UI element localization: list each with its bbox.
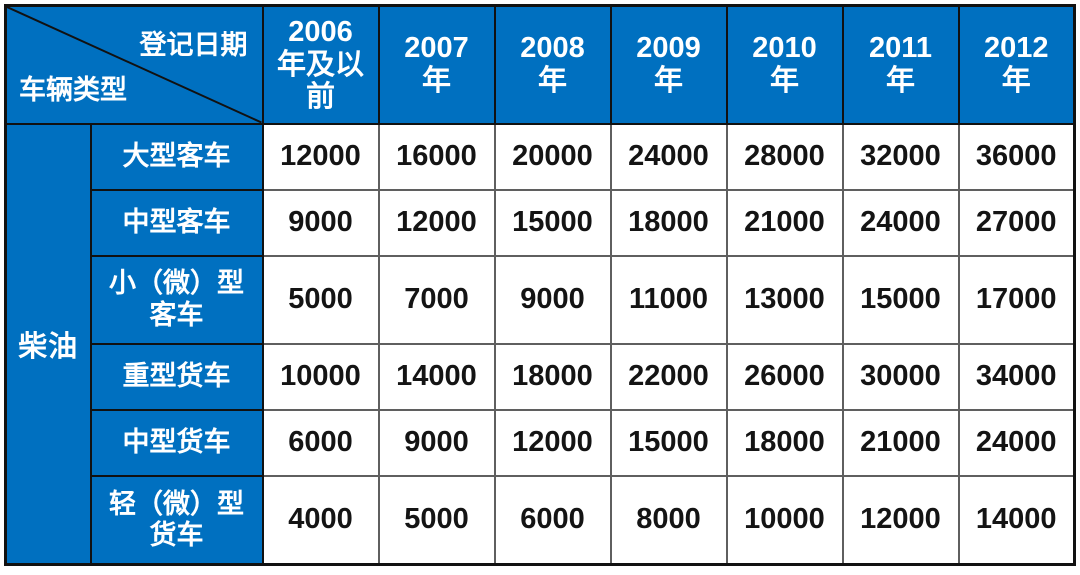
header-row: 登记日期 车辆类型 2006 年及以 前 2007 年 2008 年 2009 年 20…: [4, 4, 1076, 125]
value-cell: 6000: [261, 408, 380, 477]
value-cell: 12000: [377, 188, 496, 257]
value-cell: 12000: [493, 408, 612, 477]
value-cell: 8000: [609, 474, 728, 566]
value-cell: 12000: [261, 122, 380, 191]
value-cell: 21000: [725, 188, 844, 257]
value-cell: 30000: [841, 342, 960, 411]
value-cell: 9000: [377, 408, 496, 477]
value-cell: 15000: [493, 188, 612, 257]
vehicle-type-cell: 小（微）型 客车: [89, 254, 264, 345]
value-cell: 12000: [841, 474, 960, 566]
table-row: 中型客车 9000 12000 15000 18000 21000 24000 27000: [6, 188, 1076, 257]
value-cell: 14000: [377, 342, 496, 411]
year-column-header: 2008 年: [493, 4, 612, 125]
table-row: 重型货车 10000 14000 18000 22000 26000 30000 34000: [6, 342, 1076, 411]
fuel-group-cell: 柴油: [4, 122, 92, 566]
vehicle-type-cell: 中型客车: [89, 188, 264, 257]
value-cell: 18000: [493, 342, 612, 411]
value-cell: 13000: [725, 254, 844, 345]
registration-date-axis-label: 登记日期: [139, 30, 248, 60]
year-column-header: 2007 年: [377, 4, 496, 125]
vehicle-type-cell: 中型货车: [89, 408, 264, 477]
value-cell: 10000: [261, 342, 380, 411]
vehicle-type-cell: 重型货车: [89, 342, 264, 411]
value-cell: 18000: [725, 408, 844, 477]
value-cell: 6000: [493, 474, 612, 566]
year-column-header: 2012 年: [957, 4, 1076, 125]
value-cell: 17000: [957, 254, 1076, 345]
value-cell: 16000: [377, 122, 496, 191]
table-body: 柴油 大型客车 12000 16000 20000 24000 28000 32000 3600…: [4, 122, 1076, 566]
table-row: 中型货车 6000 9000 12000 15000 18000 21000 24000: [6, 408, 1076, 477]
value-cell: 18000: [609, 188, 728, 257]
value-cell: 24000: [841, 188, 960, 257]
value-cell: 4000: [261, 474, 380, 566]
value-cell: 7000: [377, 254, 496, 345]
value-cell: 15000: [841, 254, 960, 345]
value-cell: 15000: [609, 408, 728, 477]
value-cell: 14000: [957, 474, 1076, 566]
year-column-header: 2010 年: [725, 4, 844, 125]
value-cell: 11000: [609, 254, 728, 345]
value-cell: 9000: [261, 188, 380, 257]
value-cell: 24000: [957, 408, 1076, 477]
value-cell: 10000: [725, 474, 844, 566]
value-cell: 20000: [493, 122, 612, 191]
year-column-header: 2009 年: [609, 4, 728, 125]
vehicle-type-cell: 大型客车: [89, 122, 264, 191]
table-row: 柴油 大型客车 12000 16000 20000 24000 28000 32000 3600…: [4, 122, 1076, 566]
value-cell: 5000: [377, 474, 496, 566]
diagonal-header-cell: 登记日期 车辆类型: [4, 4, 264, 125]
table-row: 轻（微）型 货车 4000 5000 6000 8000 10000 12000 14000: [6, 474, 1076, 566]
value-cell: 26000: [725, 342, 844, 411]
year-column-header: 2006 年及以 前: [261, 4, 380, 125]
value-cell: 24000: [609, 122, 728, 191]
value-cell: 34000: [957, 342, 1076, 411]
value-cell: 5000: [261, 254, 380, 345]
vehicle-type-cell: 轻（微）型 货车: [89, 474, 264, 566]
year-column-header: 2011 年: [841, 4, 960, 125]
diesel-vehicle-fee-table: 登记日期 车辆类型 2006 年及以 前 2007 年 2008 年 2009 年 20…: [4, 4, 1076, 566]
value-cell: 36000: [957, 122, 1076, 191]
value-cell: 21000: [841, 408, 960, 477]
value-cell: 27000: [957, 188, 1076, 257]
value-cell: 32000: [841, 122, 960, 191]
vehicle-type-axis-label: 车辆类型: [19, 74, 127, 105]
value-cell: 9000: [493, 254, 612, 345]
table-row: 小（微）型 客车 5000 7000 9000 11000 13000 15000 17000: [6, 254, 1076, 345]
value-cell: 22000: [609, 342, 728, 411]
diagonal-divider-line: [7, 7, 262, 123]
value-cell: 28000: [725, 122, 844, 191]
